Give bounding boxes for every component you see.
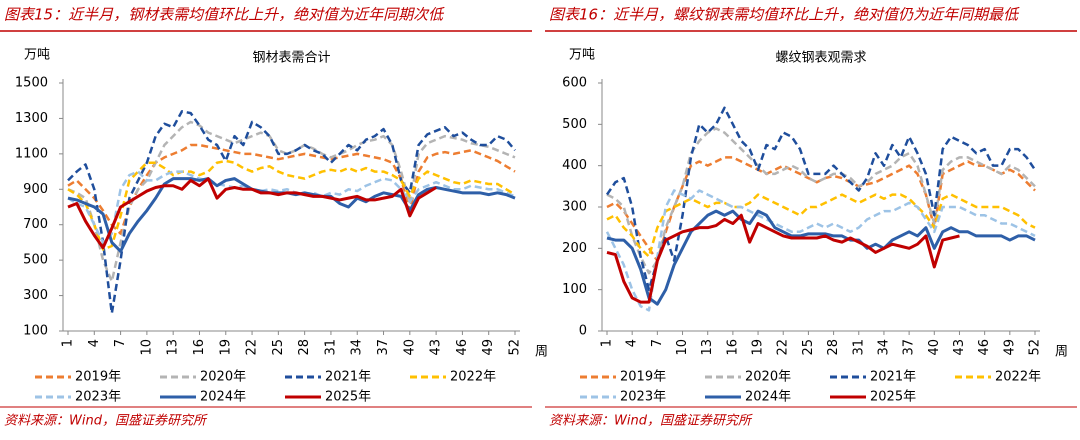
series-line (67, 143, 516, 235)
x-tick-label: 1 (61, 339, 76, 347)
y-tick-label: 400 (562, 158, 587, 173)
series-line (605, 189, 1036, 312)
legend-label: 2022年 (450, 370, 496, 385)
legend-label: 2021年 (325, 370, 371, 385)
x-tick-label: 37 (902, 339, 917, 356)
legend-label: 2022年 (995, 370, 1041, 385)
x-tick-label: 40 (402, 339, 417, 356)
x-tick-label: 52 (508, 339, 523, 356)
x-tick-label: 16 (192, 339, 207, 356)
series-line (606, 127, 1036, 275)
series-line (67, 177, 437, 250)
x-tick-label: 46 (455, 339, 470, 356)
legend-label: 2020年 (745, 370, 791, 385)
x-tick-label: 40 (927, 339, 942, 356)
y-tick-label: 1300 (15, 111, 48, 126)
legend-label: 2025年 (325, 390, 371, 405)
x-tick-label: 28 (297, 339, 312, 356)
series-line (606, 156, 1036, 262)
figure-title: 图表15：近半月，钢材表需均值环比上升，绝对值为近年同期次低 (4, 6, 445, 24)
source: 资料来源：Wind，国盛证券研究所 (549, 413, 753, 429)
y-tick-label: 0 (579, 324, 587, 339)
x-tick-label: 13 (166, 339, 181, 356)
x-tick-label: 7 (113, 339, 128, 347)
x-unit: 周 (1055, 345, 1068, 360)
series-line (67, 170, 516, 244)
series-line (67, 159, 516, 251)
x-tick-label: 25 (801, 339, 816, 356)
x-tick-label: 46 (977, 339, 992, 356)
series-line (67, 120, 516, 283)
x-tick-label: 25 (271, 339, 286, 356)
x-tick-label: 16 (725, 339, 740, 356)
y-tick-label: 900 (23, 182, 48, 197)
legend-label: 2020年 (200, 370, 246, 385)
x-tick-label: 13 (700, 339, 715, 356)
x-tick-label: 34 (350, 339, 365, 356)
y-tick-label: 1500 (15, 76, 48, 91)
legend-label: 2021年 (870, 370, 916, 385)
x-tick-label: 37 (376, 339, 391, 356)
y-tick-label: 600 (562, 76, 587, 91)
legend-label: 2023年 (75, 390, 121, 405)
x-tick-label: 4 (87, 339, 102, 347)
chart-title: 钢材表需合计 (252, 51, 330, 66)
x-tick-label: 49 (481, 339, 496, 356)
y-tick-label: 500 (562, 117, 587, 132)
y-tick-label: 700 (23, 217, 48, 232)
x-tick-label: 28 (826, 339, 841, 356)
x-tick-label: 43 (952, 339, 967, 356)
y-tick-label: 100 (562, 282, 587, 297)
series-line (605, 106, 1037, 291)
y-unit: 万吨 (24, 48, 50, 63)
x-tick-label: 10 (675, 339, 690, 356)
series-line (606, 209, 1036, 306)
legend-label: 2024年 (745, 390, 791, 405)
y-unit: 万吨 (569, 48, 595, 63)
legend-label: 2024年 (200, 390, 246, 405)
y-tick-label: 1100 (15, 146, 48, 161)
x-tick-label: 43 (429, 339, 444, 356)
y-tick-label: 200 (562, 241, 587, 256)
x-tick-label: 52 (1028, 339, 1043, 356)
x-tick-label: 19 (751, 339, 766, 356)
legend-label: 2023年 (620, 390, 666, 405)
x-tick-label: 22 (776, 339, 791, 356)
y-tick-label: 300 (23, 288, 48, 303)
x-tick-label: 1 (600, 339, 615, 347)
series-line (67, 177, 516, 253)
y-tick-label: 300 (562, 200, 587, 215)
x-tick-label: 22 (245, 339, 260, 356)
x-tick-label: 34 (876, 339, 891, 356)
series-line (606, 193, 1036, 258)
source: 资料来源：Wind，国盛证券研究所 (4, 413, 208, 429)
x-tick-label: 10 (139, 339, 154, 356)
chart-title: 螺纹钢表观需求 (775, 51, 866, 66)
figure-title: 图表16：近半月，螺纹钢表需均值环比上升，绝对值仍为近年同期最低 (549, 6, 1020, 24)
x-tick-label: 49 (1002, 339, 1017, 356)
x-tick-label: 31 (851, 339, 866, 356)
legend-label: 2025年 (870, 390, 916, 405)
legend-label: 2019年 (620, 370, 666, 385)
legend-label: 2019年 (75, 370, 121, 385)
series-line (67, 110, 516, 315)
y-tick-label: 500 (23, 253, 48, 268)
x-tick-label: 7 (650, 339, 665, 347)
x-tick-label: 19 (218, 339, 233, 356)
x-unit: 周 (535, 345, 548, 360)
y-tick-label: 100 (23, 324, 48, 339)
x-tick-label: 31 (323, 339, 338, 356)
x-tick-label: 4 (625, 339, 640, 347)
series-line (606, 213, 960, 304)
